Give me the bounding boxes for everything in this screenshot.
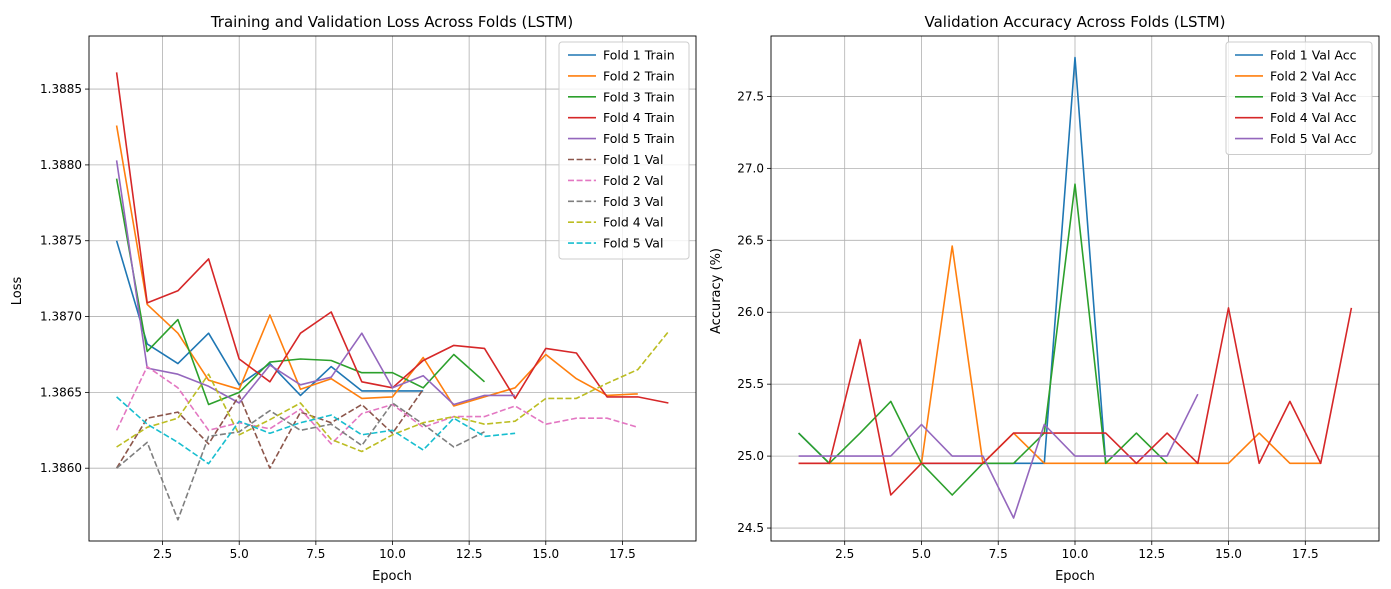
loss-chart-xlabel: Epoch xyxy=(372,569,412,584)
loss-chart-legend-label: Fold 2 Train xyxy=(603,68,675,83)
accuracy-chart-ytick-label: 24.5 xyxy=(737,521,764,535)
loss-chart-legend-label: Fold 5 Val xyxy=(603,236,663,251)
accuracy-chart-ytick-label: 27.5 xyxy=(737,89,764,103)
loss-chart-legend-label: Fold 1 Val xyxy=(603,152,663,167)
accuracy-chart-title: Validation Accuracy Across Folds (LSTM) xyxy=(925,13,1226,31)
accuracy-chart: Validation Accuracy Across Folds (LSTM) … xyxy=(709,13,1379,584)
loss-chart-xtick-label: 2.5 xyxy=(153,547,172,561)
accuracy-chart-ytick-label: 27.0 xyxy=(737,161,764,175)
accuracy-chart-legend-label: Fold 5 Val Acc xyxy=(1270,131,1357,146)
loss-chart-legend-label: Fold 5 Train xyxy=(603,131,675,146)
accuracy-chart-xtick-label: 10.0 xyxy=(1062,547,1089,561)
accuracy-chart-legend-label: Fold 2 Val Acc xyxy=(1270,68,1357,83)
loss-chart-xtick-label: 12.5 xyxy=(456,547,483,561)
accuracy-chart-xtick-label: 7.5 xyxy=(989,547,1008,561)
loss-chart-xtick-label: 17.5 xyxy=(609,547,636,561)
accuracy-chart-ytick-label: 25.5 xyxy=(737,377,764,391)
loss-chart-legend-label: Fold 3 Val xyxy=(603,194,663,209)
accuracy-chart-series-fold-3-val-acc xyxy=(799,184,1168,495)
loss-chart-ytick-label: 1.3860 xyxy=(40,461,82,475)
accuracy-chart-series-fold-2-val-acc xyxy=(799,246,1321,463)
loss-chart-xtick-label: 15.0 xyxy=(532,547,559,561)
accuracy-chart-legend-label: Fold 4 Val Acc xyxy=(1270,110,1357,125)
loss-chart-ytick-label: 1.3885 xyxy=(40,82,82,96)
loss-chart-ytick-label: 1.3875 xyxy=(40,234,82,248)
loss-chart-title: Training and Validation Loss Across Fold… xyxy=(210,13,573,31)
loss-chart-series-fold-3-train xyxy=(117,179,485,405)
accuracy-chart-ylabel: Accuracy (%) xyxy=(709,248,724,334)
accuracy-chart-ytick-label: 25.0 xyxy=(737,449,764,463)
loss-chart-ytick-label: 1.3865 xyxy=(40,385,82,399)
accuracy-chart-legend: Fold 1 Val Acc Fold 2 Val Acc Fold 3 Val A… xyxy=(1226,42,1372,155)
accuracy-chart-xtick-label: 17.5 xyxy=(1292,547,1319,561)
loss-chart-ylabel: Loss xyxy=(10,277,25,306)
loss-chart-legend: Fold 1 Train Fold 2 Train Fold 3 Train Fold… xyxy=(559,42,689,259)
accuracy-chart-legend-label: Fold 3 Val Acc xyxy=(1270,89,1357,104)
accuracy-chart-xtick-label: 5.0 xyxy=(912,547,931,561)
loss-chart-legend-label: Fold 2 Val xyxy=(603,173,663,188)
accuracy-chart-ytick-label: 26.5 xyxy=(737,233,764,247)
loss-chart-legend-label: Fold 3 Train xyxy=(603,89,675,104)
loss-chart-legend-label: Fold 4 Val xyxy=(603,215,663,230)
loss-chart-xtick-label: 5.0 xyxy=(230,547,249,561)
accuracy-chart-legend-label: Fold 1 Val Acc xyxy=(1270,48,1357,63)
accuracy-chart-xtick-label: 2.5 xyxy=(835,547,854,561)
loss-chart-xtick-label: 10.0 xyxy=(379,547,406,561)
loss-chart: Training and Validation Loss Across Fold… xyxy=(10,13,696,584)
loss-chart-legend-label: Fold 1 Train xyxy=(603,48,675,63)
accuracy-chart-xtick-label: 12.5 xyxy=(1138,547,1165,561)
loss-chart-xtick-label: 7.5 xyxy=(306,547,325,561)
accuracy-chart-ytick-label: 26.0 xyxy=(737,305,764,319)
loss-chart-ytick-label: 1.3880 xyxy=(40,158,82,172)
loss-chart-ytick-label: 1.3870 xyxy=(40,310,82,324)
accuracy-chart-xlabel: Epoch xyxy=(1055,569,1095,584)
loss-chart-legend-label: Fold 4 Train xyxy=(603,110,675,125)
accuracy-chart-xtick-label: 15.0 xyxy=(1215,547,1242,561)
